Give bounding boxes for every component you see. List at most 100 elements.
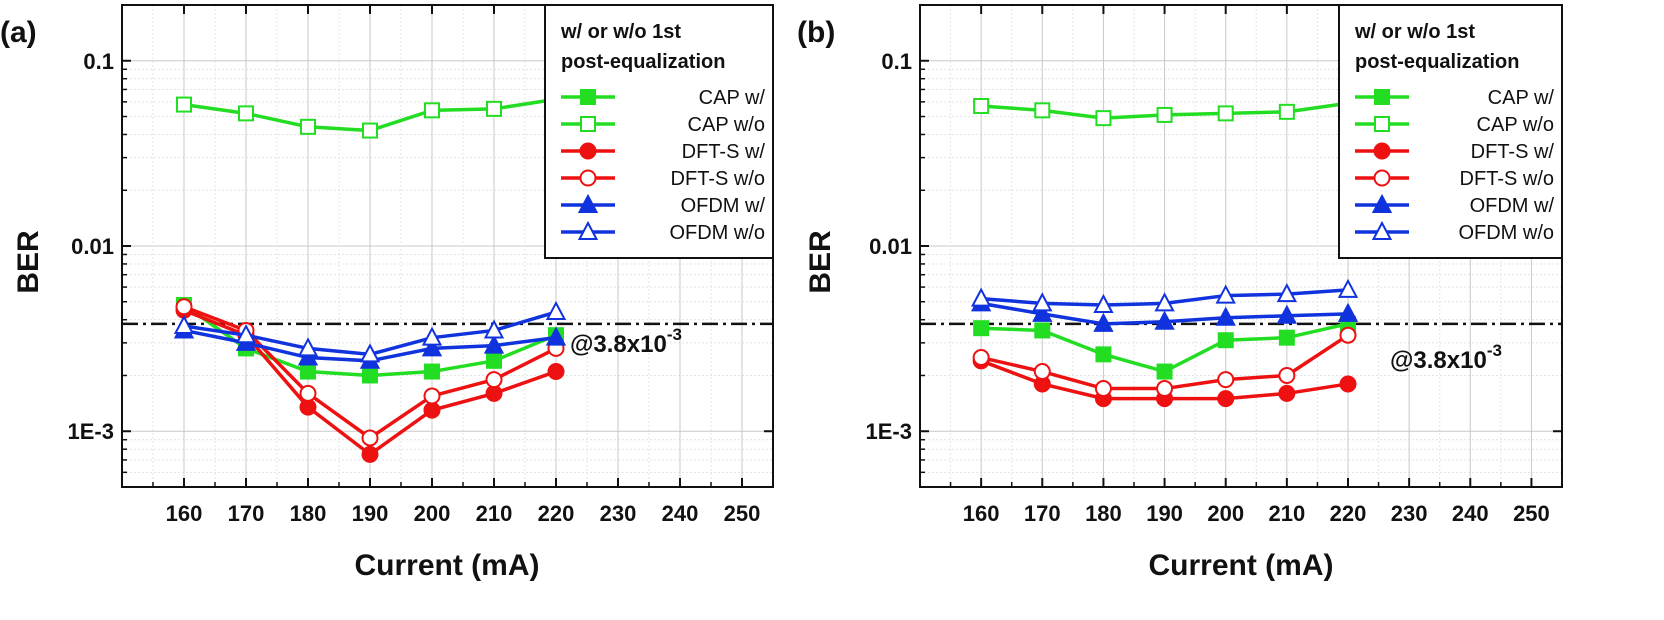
data-point-marker-circle [972, 349, 990, 367]
legend-title: w/ or w/o 1st [1354, 21, 1475, 43]
data-point-marker-circle [423, 387, 441, 405]
legend: w/ or w/o 1st post-equalization CAP w/CAP … [1338, 4, 1563, 259]
data-point-marker-triangle [483, 334, 505, 354]
data-point-marker-circle [1278, 384, 1296, 402]
series-ofdm-w-o [970, 278, 1359, 314]
y-tick-label: 1E-3 [68, 419, 114, 444]
data-point-marker-triangle [545, 300, 567, 321]
data-point-marker-square [1034, 322, 1051, 339]
data-point-marker-triangle [235, 324, 257, 344]
panel-label: (b) [797, 16, 835, 49]
y-tick-label: 0.01 [869, 234, 912, 259]
x-tick-label: 250 [724, 501, 761, 526]
legend-label: DFT-S w/ [682, 141, 766, 163]
data-point-marker-triangle [1276, 282, 1298, 303]
legend-item: OFDM w/o [1355, 220, 1554, 244]
legend-item: OFDM w/o [561, 220, 765, 244]
threshold-label: @3.8x10-3 [1390, 341, 1502, 374]
series-dft-s-w-o [972, 326, 1357, 398]
data-point-marker-circle [1373, 169, 1391, 187]
data-point-marker-square [362, 122, 378, 139]
data-point-marker-triangle [577, 220, 599, 240]
threshold-label-exponent: -3 [1487, 341, 1502, 360]
x-tick-label: 220 [1330, 501, 1367, 526]
data-point-marker-square [1034, 102, 1051, 119]
data-point-marker-circle [1217, 390, 1235, 408]
data-point-marker-square [1278, 329, 1295, 346]
legend-label: CAP w/ [1488, 87, 1555, 109]
legend-item: CAP w/ [1355, 87, 1554, 109]
x-tick-label: 230 [600, 501, 637, 526]
threshold-label-exponent: -3 [667, 325, 682, 344]
series-cap-w-o [176, 91, 564, 139]
legend-item: OFDM w/ [1355, 193, 1554, 217]
y-axis-title: BER [804, 230, 837, 294]
data-point-marker-triangle [359, 343, 381, 363]
data-point-marker-triangle [545, 326, 567, 346]
data-point-marker-circle [1033, 363, 1051, 381]
data-point-marker-circle [175, 298, 193, 316]
data-point-marker-triangle [421, 326, 443, 346]
x-tick-label: 200 [1207, 501, 1244, 526]
legend-item: CAP w/o [561, 114, 765, 136]
data-point-marker-square [424, 363, 440, 380]
x-tick-label: 170 [228, 501, 265, 526]
threshold-label: @3.8x10-3 [570, 325, 682, 358]
data-point-marker-square [362, 367, 378, 384]
data-point-marker-triangle [1337, 278, 1359, 298]
data-point-marker-triangle [1154, 292, 1175, 312]
legend-item: OFDM w/ [561, 193, 766, 217]
chart-panel-b: 160 170 180 190 200 210 220 230 240 250 0.1 0.01 1E-… [797, 4, 1563, 582]
data-point-marker-square [1374, 89, 1390, 105]
data-point-marker-circle [579, 142, 597, 160]
data-point-marker-square [580, 116, 596, 132]
x-tick-label: 200 [414, 501, 451, 526]
legend-label: CAP w/o [1477, 114, 1554, 136]
data-point-marker-triangle [970, 287, 992, 307]
data-point-marker-square [300, 118, 316, 135]
legend-title: post-equalization [561, 51, 725, 73]
data-point-marker-triangle [1337, 302, 1359, 322]
data-point-marker-square [1156, 363, 1173, 380]
legend-item: DFT-S w/o [561, 168, 765, 190]
chart-panel-a: 160 170 180 190 200 210 220 230 240 250 0.1 0.01 1E-… [0, 4, 774, 582]
data-point-marker-circle [547, 363, 565, 381]
legend-label: OFDM w/o [1458, 222, 1554, 244]
legend-title: w/ or w/o 1st [560, 21, 681, 43]
data-point-marker-circle [361, 445, 379, 463]
data-point-marker-square [1217, 105, 1234, 122]
data-point-marker-triangle [421, 337, 443, 357]
data-point-marker-circle [1094, 380, 1112, 398]
data-point-marker-triangle [1032, 292, 1053, 312]
legend-label: OFDM w/ [681, 195, 766, 217]
data-point-marker-triangle [1371, 220, 1393, 240]
legend-label: CAP w/ [699, 87, 766, 109]
data-point-marker-triangle [297, 346, 319, 366]
data-point-marker-circle [1156, 380, 1174, 398]
x-tick-label: 220 [538, 501, 575, 526]
legend-label: DFT-S w/o [1460, 168, 1554, 190]
data-point-marker-circle [1339, 326, 1357, 344]
data-point-marker-circle [1373, 142, 1391, 160]
data-point-marker-square [176, 96, 192, 113]
legend-item: CAP w/ [561, 87, 765, 109]
y-tick-label: 0.1 [83, 49, 114, 74]
x-axis-title: Current (mA) [355, 549, 540, 582]
legend-label: CAP w/o [688, 114, 765, 136]
x-tick-label: 180 [290, 501, 327, 526]
legend: w/ or w/o 1st post-equalization CAP w/CAP … [544, 4, 774, 259]
x-tick-label: 240 [1452, 501, 1489, 526]
data-point-marker-triangle [1093, 312, 1114, 332]
data-point-marker-triangle [1093, 293, 1114, 314]
data-point-marker-triangle [297, 337, 319, 357]
series-ofdm-w-o [173, 300, 567, 363]
data-point-marker-square [238, 105, 254, 122]
x-tick-label: 180 [1085, 501, 1122, 526]
data-point-marker-square [973, 320, 990, 337]
data-point-marker-square [1156, 106, 1173, 123]
data-point-marker-triangle [1215, 306, 1236, 326]
data-point-marker-square [1278, 103, 1295, 120]
panel-label: (a) [0, 16, 37, 49]
data-point-marker-square [1374, 116, 1390, 132]
